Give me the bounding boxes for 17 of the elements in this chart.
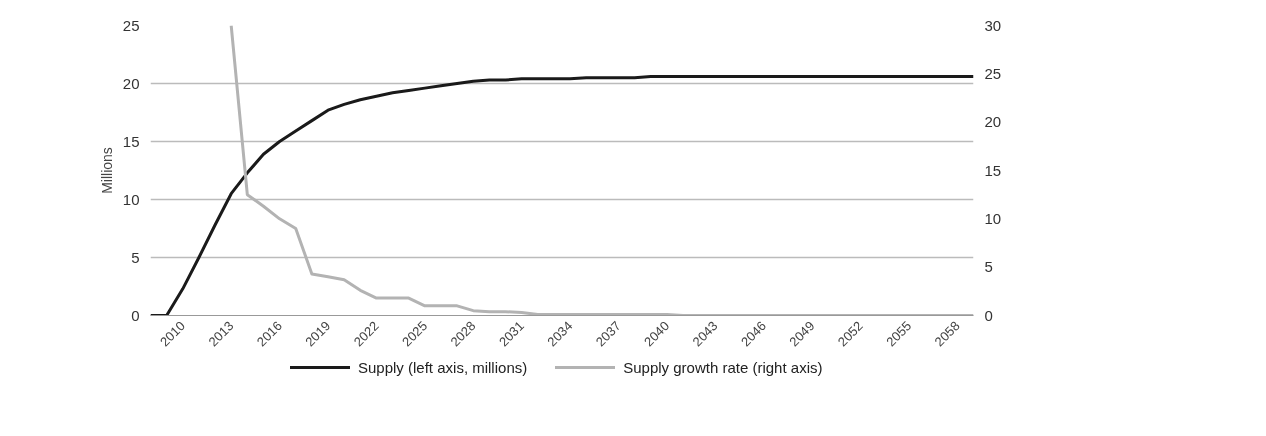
y2-tick-label: 15 (984, 161, 1002, 179)
y-tick-label: 25 (122, 16, 140, 34)
y2-tick-label: 10 (984, 209, 1002, 227)
y-tick-label: 10 (122, 190, 140, 208)
y2-tick-label: 5 (984, 258, 993, 276)
y2-tick-label: 0 (984, 306, 993, 324)
y-tick-label: 5 (131, 248, 140, 266)
y2-tick-label: 20 (984, 113, 1002, 131)
y-axis-title: Millions (98, 147, 115, 194)
line-series (150, 75, 974, 316)
y-tick-label: 15 (122, 132, 140, 150)
legend-label: Supply growth rate (right axis) (623, 357, 823, 378)
y-tick-label: 20 (122, 74, 140, 92)
y2-tick-label: 30 (984, 16, 1002, 34)
y2-tick-label: 25 (984, 64, 1002, 82)
y-tick-label: 0 (131, 306, 140, 324)
legend-label: Supply (left axis, millions) (358, 357, 528, 378)
